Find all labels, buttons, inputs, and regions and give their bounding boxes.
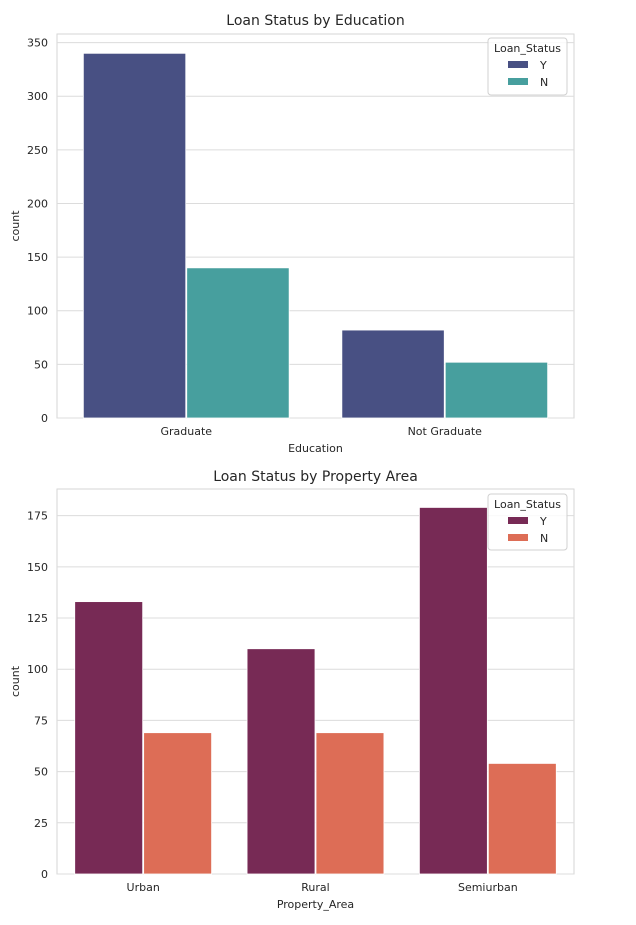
y-tick-label: 0 (41, 412, 48, 425)
legend-title: Loan_Status (494, 42, 561, 55)
x-tick-label: Urban (127, 881, 160, 894)
x-tick-label: Semiurban (458, 881, 518, 894)
legend: Loan_Status YN (487, 37, 568, 96)
bar-y (82, 52, 187, 419)
bar-n (487, 763, 557, 875)
y-tick-label: 350 (27, 37, 48, 50)
y-tick-label: 150 (27, 251, 48, 264)
y-axis-label: count (9, 210, 22, 242)
y-tick-label: 200 (27, 197, 48, 210)
bar-y (74, 601, 144, 875)
y-axis-label: count (9, 665, 22, 697)
education-chart: 0 50 100 150 200 250 300 350 Graduate Not Graduat… (9, 13, 575, 455)
y-tick-label: 300 (27, 90, 48, 103)
x-tick-label: Not Graduate (408, 425, 483, 438)
legend-swatch-y (508, 517, 528, 524)
x-tick-label: Graduate (160, 425, 212, 438)
x-tick-label: Rural (301, 881, 329, 894)
legend: Loan_Status YN (487, 493, 568, 551)
y-tick-label: 75 (34, 714, 48, 727)
y-tick-label: 50 (34, 766, 48, 779)
bar-n (186, 267, 290, 419)
x-axis-label: Property_Area (277, 898, 354, 911)
y-tick-label: 0 (41, 868, 48, 881)
legend-label-n: N (540, 532, 548, 545)
y-tick-label: 50 (34, 358, 48, 371)
plot-area (56, 488, 575, 875)
property-area-chart: 0 25 50 75 100 125 150 175 Urban Rural Semiurban Lo… (9, 469, 575, 911)
y-tick-label: 150 (27, 561, 48, 574)
legend-label-y: Y (539, 515, 547, 528)
legend-swatch-n (508, 78, 528, 85)
legend-swatch-y (508, 61, 528, 68)
y-tick-label: 100 (27, 663, 48, 676)
bar-y (246, 648, 316, 875)
y-tick-label: 125 (27, 612, 48, 625)
bar-n (143, 732, 213, 875)
y-tick-label: 25 (34, 817, 48, 830)
y-tick-label: 175 (27, 510, 48, 523)
x-axis-label: Education (288, 442, 343, 455)
y-tick-label: 250 (27, 144, 48, 157)
legend-label-y: Y (539, 59, 547, 72)
legend-title: Loan_Status (494, 498, 561, 511)
y-tick-label: 100 (27, 305, 48, 318)
bar-y (341, 329, 445, 419)
chart-title: Loan Status by Education (226, 13, 404, 29)
legend-label-n: N (540, 76, 548, 89)
bar-n (444, 361, 549, 419)
bar-n (315, 732, 385, 875)
legend-swatch-n (508, 534, 528, 541)
chart-title: Loan Status by Property Area (213, 469, 418, 485)
bar-y (418, 507, 488, 875)
